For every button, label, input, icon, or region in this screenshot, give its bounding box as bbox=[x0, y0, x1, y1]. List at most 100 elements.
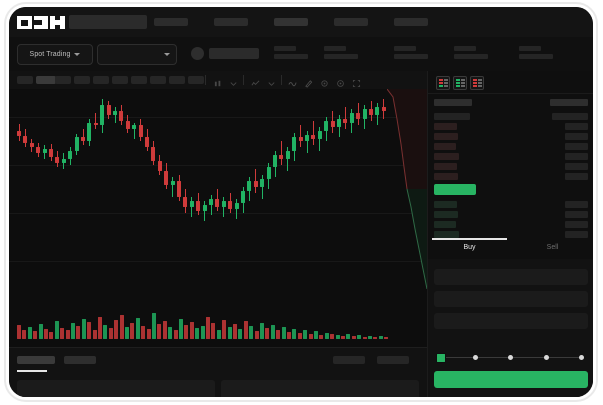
tab-buy[interactable]: Buy bbox=[463, 244, 476, 251]
okx-logo[interactable] bbox=[17, 16, 66, 29]
volume-bar bbox=[87, 322, 92, 339]
bottom-action-0[interactable] bbox=[333, 356, 365, 364]
volume-bar bbox=[270, 325, 275, 339]
orderbook-ask-price[interactable] bbox=[434, 163, 457, 170]
active-tab-underline bbox=[17, 370, 47, 372]
volume-bar bbox=[314, 331, 318, 339]
submit-buy-button[interactable] bbox=[434, 371, 588, 388]
candles-icon[interactable] bbox=[214, 75, 223, 87]
orderbook-col-header-amount bbox=[550, 99, 588, 106]
bottom-tab-1[interactable] bbox=[64, 356, 96, 364]
percent-slider[interactable] bbox=[436, 352, 586, 363]
timeframe-6[interactable] bbox=[131, 76, 147, 84]
orderbook-bid-price[interactable] bbox=[434, 221, 456, 228]
magnet-icon[interactable] bbox=[320, 75, 329, 87]
slider-node-25[interactable] bbox=[473, 354, 478, 360]
bottom-card-0[interactable] bbox=[17, 380, 215, 397]
logo-letter-o bbox=[17, 16, 32, 29]
fullscreen-icon[interactable] bbox=[352, 75, 361, 88]
orderbook-bid-price[interactable] bbox=[434, 211, 458, 218]
market-type-label: Spot Trading bbox=[29, 51, 71, 58]
orderbook-ask-amount bbox=[565, 163, 588, 170]
volume-bar bbox=[324, 333, 329, 339]
volume-bar bbox=[373, 337, 378, 339]
orderbook-ask-amount bbox=[565, 153, 588, 160]
timeframe-1[interactable] bbox=[36, 76, 56, 84]
order-amount-field[interactable] bbox=[434, 291, 588, 307]
slider-node-50[interactable] bbox=[508, 354, 513, 360]
orderbook-ask-price[interactable] bbox=[434, 173, 458, 180]
price-chart[interactable] bbox=[9, 89, 427, 347]
timeframe-5[interactable] bbox=[112, 76, 128, 84]
timeframe-2[interactable] bbox=[55, 76, 71, 84]
nav-item-2[interactable] bbox=[274, 18, 308, 26]
nav-item-0[interactable] bbox=[154, 18, 188, 26]
chevron-down-icon[interactable] bbox=[267, 75, 276, 86]
orderbook-ask-price[interactable] bbox=[434, 143, 456, 150]
order-price-field[interactable] bbox=[434, 269, 588, 285]
orderbook-bid-amount bbox=[565, 221, 588, 228]
tab-sell[interactable]: Sell bbox=[546, 244, 559, 251]
orderbook-bid-price[interactable] bbox=[434, 201, 457, 208]
volume-bar bbox=[200, 326, 205, 339]
volume-bar bbox=[357, 335, 362, 339]
chevron-down-icon[interactable] bbox=[229, 75, 238, 86]
slider-handle[interactable] bbox=[436, 353, 446, 363]
volume-bar bbox=[114, 320, 119, 339]
toolbar-divider bbox=[281, 75, 282, 85]
orderbook-bid-price[interactable] bbox=[434, 231, 459, 238]
volume-bar bbox=[92, 330, 97, 339]
volume-bar bbox=[76, 326, 81, 339]
bottom-tab-0[interactable] bbox=[17, 356, 55, 364]
timeframe-7[interactable] bbox=[150, 76, 166, 84]
indicator-icon[interactable] bbox=[251, 75, 260, 86]
ticker-stat-4 bbox=[519, 46, 553, 59]
orderbook-ask-price[interactable] bbox=[434, 113, 470, 120]
bottom-card-1[interactable] bbox=[221, 380, 419, 397]
settings-icon[interactable] bbox=[336, 75, 345, 87]
pencil-icon[interactable] bbox=[304, 75, 313, 88]
app-screen: Spot Trading bbox=[9, 7, 593, 397]
market-type-button[interactable]: Spot Trading bbox=[17, 44, 93, 65]
timeframe-4[interactable] bbox=[93, 76, 109, 84]
timeframe-8[interactable] bbox=[169, 76, 185, 84]
nav-item-3[interactable] bbox=[334, 18, 368, 26]
volume-bar bbox=[27, 327, 32, 339]
timeframe-0[interactable] bbox=[17, 76, 33, 84]
volume-bar bbox=[211, 323, 216, 339]
timeframe-3[interactable] bbox=[74, 76, 90, 84]
orderbook-ask-price[interactable] bbox=[434, 123, 457, 130]
order-form bbox=[428, 259, 593, 397]
orderbook-ask-amount bbox=[565, 143, 588, 150]
orderbook-asks-icon[interactable] bbox=[470, 76, 484, 90]
volume-bar bbox=[108, 328, 113, 339]
volume-bar bbox=[238, 329, 243, 339]
slider-node-75[interactable] bbox=[544, 354, 549, 360]
order-total-field[interactable] bbox=[434, 313, 588, 329]
logo-letter-x bbox=[50, 16, 66, 29]
volume-bar bbox=[54, 321, 59, 339]
nav-item-1[interactable] bbox=[214, 18, 248, 26]
chevron-down-icon bbox=[74, 53, 81, 56]
volume-bar bbox=[287, 332, 291, 339]
search-input[interactable] bbox=[69, 15, 147, 29]
line-tool-icon[interactable] bbox=[288, 75, 297, 87]
volume-bar bbox=[378, 336, 383, 339]
ticker-stat-0 bbox=[274, 46, 308, 59]
orderbook-bids-icon[interactable] bbox=[453, 76, 467, 90]
nav-item-4[interactable] bbox=[394, 18, 428, 26]
orderbook-ask-price[interactable] bbox=[434, 133, 458, 140]
buy-tab-underline bbox=[432, 238, 507, 240]
slider-node-100[interactable] bbox=[579, 354, 584, 360]
bottom-action-1[interactable] bbox=[377, 356, 409, 364]
chart-gridline bbox=[9, 117, 427, 118]
volume-bar bbox=[265, 328, 270, 339]
nav-items bbox=[154, 18, 428, 26]
orderbook-both-icon[interactable] bbox=[436, 76, 450, 90]
coin-name bbox=[209, 48, 259, 59]
timeframe-9[interactable] bbox=[188, 76, 204, 84]
pair-selector[interactable] bbox=[97, 44, 177, 65]
orderbook-ask-price[interactable] bbox=[434, 153, 459, 160]
orderbook-panel: Buy Sell bbox=[427, 71, 593, 397]
